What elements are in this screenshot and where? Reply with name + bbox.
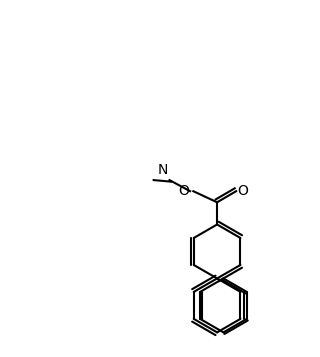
Text: N: N xyxy=(157,163,168,177)
Text: O: O xyxy=(179,184,189,198)
Text: O: O xyxy=(238,184,249,198)
